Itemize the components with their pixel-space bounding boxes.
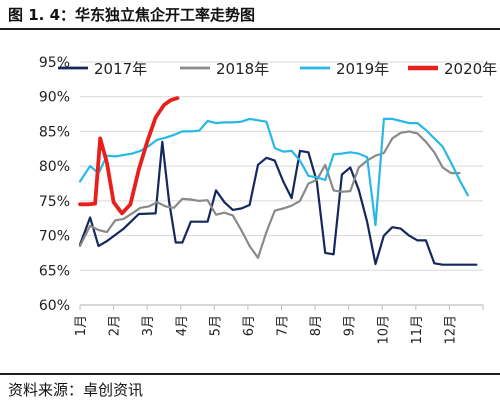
x-tick-label: 7月: [276, 315, 291, 336]
legend: 2017年 2018年 2019年 2020年: [58, 60, 497, 78]
x-tick-label: 9月: [343, 315, 358, 336]
series-lines: [78, 96, 478, 266]
x-tick-label: 2月: [108, 315, 123, 336]
y-tick-label: 70%: [39, 229, 70, 245]
source-note: 资料来源：卓创资讯: [8, 381, 144, 399]
y-tick-label: 80%: [39, 159, 70, 175]
legend-label: 2018年: [216, 60, 269, 78]
series-line-1: [78, 140, 478, 266]
x-tick-label: 5月: [208, 315, 223, 336]
y-tick-label: 90%: [39, 90, 70, 106]
x-tick-label: 6月: [242, 315, 257, 336]
series-line-2: [78, 130, 461, 259]
x-tick-label: 10月: [376, 315, 391, 345]
x-tick-label: 3月: [141, 315, 156, 336]
y-tick-label: 60%: [39, 298, 70, 314]
x-tick-label: 12月: [443, 315, 458, 345]
x-tick-label: 8月: [309, 315, 324, 336]
x-tick-label: 1月: [74, 315, 89, 336]
y-tick-label: 85%: [39, 124, 70, 140]
x-tick-label: 4月: [175, 315, 190, 336]
legend-label: 2020年: [444, 60, 497, 78]
page-title: 图 1. 4：华东独立焦企开工率走势图: [8, 6, 256, 24]
series-line-4: [78, 96, 180, 216]
legend-label: 2019年: [336, 60, 389, 78]
top-rule: [0, 28, 500, 30]
axes: 60%65%70%75%80%85%90%95%1月 2月 3月 4月 5月 6月 7月 8月…: [39, 55, 484, 345]
gridlines: [80, 61, 483, 271]
y-tick-label: 65%: [39, 263, 70, 279]
bottom-rule: [0, 373, 500, 375]
y-tick-label: 75%: [39, 194, 70, 210]
x-tick-label: 11月: [410, 315, 425, 345]
legend-label: 2017年: [94, 60, 147, 78]
